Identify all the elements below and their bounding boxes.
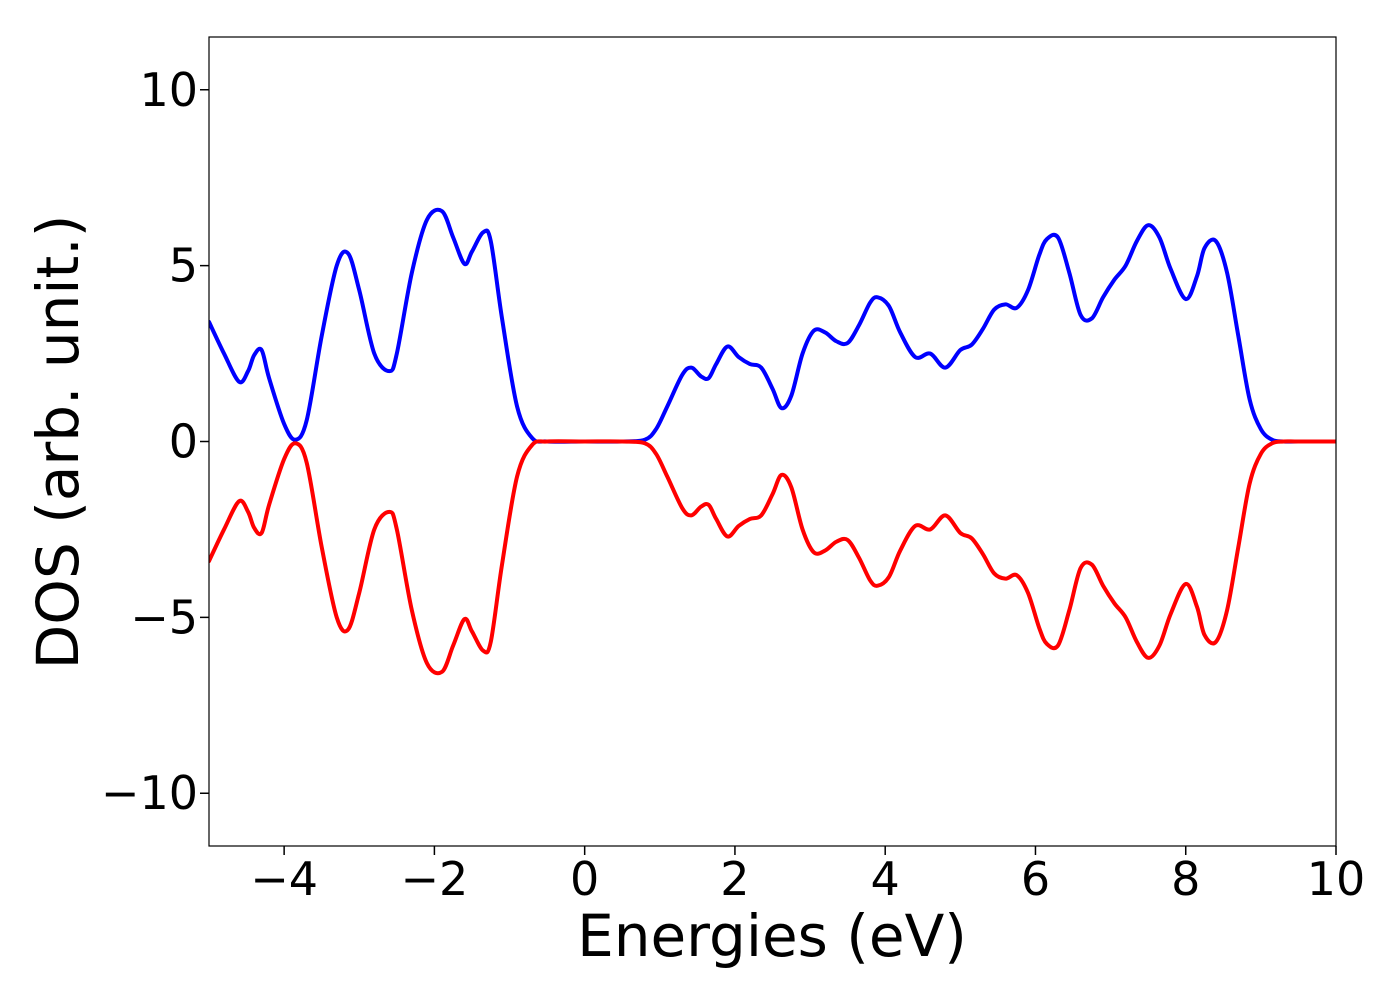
x-tick-label: 10 — [1307, 852, 1366, 906]
plot-frame — [208, 36, 1337, 847]
x-tick-label: 4 — [871, 852, 900, 906]
x-axis-label: Energies (eV) — [577, 902, 967, 970]
x-tick-label: −2 — [400, 852, 468, 906]
series-layer — [209, 207, 1336, 676]
y-tick-label: 0 — [169, 415, 198, 469]
x-axis: −4 −2 0 2 4 6 8 10 — [250, 846, 1365, 906]
series-line-1 — [209, 207, 1336, 444]
series-line-2 — [209, 439, 1336, 676]
x-tick-label: 2 — [720, 852, 749, 906]
y-axis: −10 −5 0 5 10 — [101, 63, 209, 820]
x-tick-label: 0 — [570, 852, 599, 906]
y-tick-label: −5 — [130, 590, 198, 644]
y-axis-label: DOS (arb. unit.) — [24, 215, 92, 670]
y-tick-label: 10 — [139, 63, 198, 117]
x-tick-label: −4 — [250, 852, 318, 906]
x-tick-label: 8 — [1171, 852, 1200, 906]
y-tick-label: 5 — [169, 239, 198, 293]
y-tick-label: −10 — [101, 766, 198, 820]
x-tick-label: 6 — [1021, 852, 1050, 906]
